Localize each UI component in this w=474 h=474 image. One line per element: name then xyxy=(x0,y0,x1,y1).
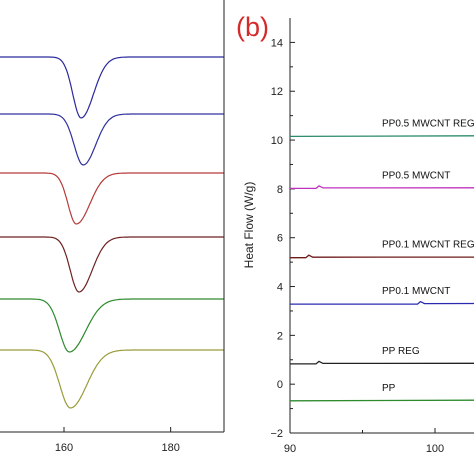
panel-b-y-tick-label: 4 xyxy=(277,282,283,294)
panel-b-series-label-2: PP0.5 MWCNT xyxy=(382,170,450,181)
panel-b-series-line-6 xyxy=(289,399,474,402)
panel-a-curve-1 xyxy=(0,56,224,119)
panel-a-curve-2 xyxy=(0,113,224,166)
panel-b-y-tick-label: 12 xyxy=(271,86,283,98)
panel-b-series-lines xyxy=(289,135,474,402)
panel-a-x-tick-label: 160 xyxy=(55,442,73,454)
panel-b-series-label-5: PP REG xyxy=(382,346,420,357)
panel-b-series-line-2 xyxy=(290,185,474,190)
panel-b-y-ticks: −2 0 2 4 6 8 10 12 14 xyxy=(270,37,295,440)
panel-b-y-tick-label: 2 xyxy=(277,330,283,342)
panel-b-label: (b) xyxy=(236,12,269,42)
panel-a-curve-5 xyxy=(0,298,224,353)
panel-a-x-tick-label: 180 xyxy=(161,442,179,454)
panel-b-y-tick-label: 0 xyxy=(277,379,283,391)
panel-b-series-line-5 xyxy=(290,360,474,365)
panel-b-y-axis-title: Heat Flow (W/g) xyxy=(242,182,256,269)
panel-b-series-labels: PP0.5 MWCNT REG PP0.5 MWCNT PP0.1 MWCNT RE… xyxy=(382,118,474,393)
panel-b-y-tick-label: 14 xyxy=(271,37,283,49)
panel-a-curves xyxy=(0,56,224,409)
panel-b-y-tick-label: 8 xyxy=(277,184,283,196)
panel-b-series-label-1: PP0.5 MWCNT REG xyxy=(382,118,474,129)
panel-b-y-tick-label: −2 xyxy=(270,428,283,440)
panel-b-series-label-6: PP xyxy=(382,383,396,394)
panel-b-series-label-4: PP0.1 MWCNT xyxy=(382,286,450,297)
panel-b-series-line-4 xyxy=(290,300,474,305)
panel-a-curve-6 xyxy=(0,349,224,409)
panel-b-x-ticks: 90 100 xyxy=(284,428,444,455)
panel-b-x-tick-label: 90 xyxy=(284,443,296,455)
panel-a-curve-3 xyxy=(0,172,224,225)
panel-b-y-tick-label: 6 xyxy=(277,233,283,245)
panel-b-series-line-1 xyxy=(289,135,474,138)
panel-b-x-tick-label: 100 xyxy=(426,443,444,455)
panel-a-curve-4 xyxy=(0,236,224,293)
panel-b-y-tick-label: 10 xyxy=(271,135,283,147)
panel-a-x-ticks: 160 180 xyxy=(55,427,180,454)
panel-b-series-line-3 xyxy=(290,254,474,259)
panel-a: 160 180 xyxy=(0,0,225,454)
panel-b-series-label-3: PP0.1 MWCNT REG xyxy=(382,240,474,251)
